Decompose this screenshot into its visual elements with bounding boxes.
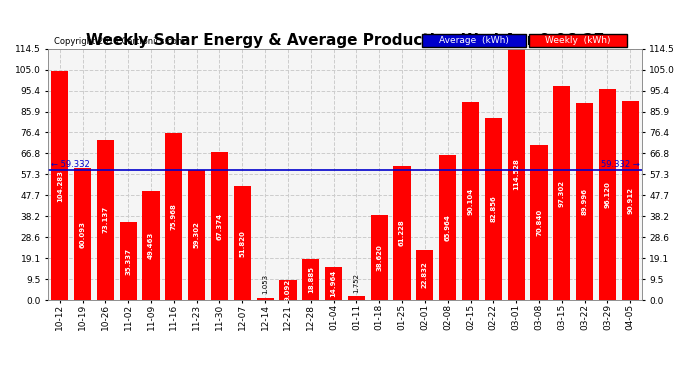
- Bar: [279, 280, 297, 300]
- Text: 1.752: 1.752: [353, 273, 359, 293]
- Bar: [508, 49, 524, 300]
- FancyBboxPatch shape: [529, 34, 627, 48]
- Bar: [188, 170, 205, 300]
- Text: 96.120: 96.120: [604, 181, 611, 208]
- Bar: [439, 155, 456, 300]
- Bar: [622, 100, 639, 300]
- Text: 114.528: 114.528: [513, 158, 519, 190]
- Text: 67.374: 67.374: [217, 213, 222, 240]
- Text: 49.463: 49.463: [148, 232, 154, 260]
- Text: Copyright 2014 Cartronics.com: Copyright 2014 Cartronics.com: [55, 37, 185, 46]
- Bar: [416, 250, 433, 300]
- Bar: [325, 267, 342, 300]
- Text: 9.092: 9.092: [285, 279, 291, 301]
- Bar: [142, 192, 159, 300]
- Text: 59.332 →: 59.332 →: [601, 160, 640, 169]
- Bar: [599, 89, 616, 300]
- Text: 75.968: 75.968: [171, 203, 177, 230]
- Bar: [302, 258, 319, 300]
- Text: Weekly  (kWh): Weekly (kWh): [545, 36, 611, 45]
- Text: 1.053: 1.053: [262, 274, 268, 294]
- Text: 104.283: 104.283: [57, 170, 63, 202]
- Bar: [462, 102, 479, 300]
- Bar: [257, 298, 274, 300]
- Bar: [119, 222, 137, 300]
- Bar: [234, 186, 251, 300]
- Text: 89.996: 89.996: [582, 188, 588, 215]
- Text: Average  (kWh): Average (kWh): [439, 36, 509, 45]
- Text: 38.620: 38.620: [376, 244, 382, 271]
- Text: 97.302: 97.302: [559, 180, 565, 207]
- Text: 60.093: 60.093: [79, 220, 86, 248]
- Bar: [166, 133, 182, 300]
- Bar: [211, 152, 228, 300]
- Text: 65.964: 65.964: [444, 214, 451, 241]
- Text: ← 59.332: ← 59.332: [50, 160, 89, 169]
- Bar: [393, 166, 411, 300]
- Bar: [371, 215, 388, 300]
- Text: 51.820: 51.820: [239, 230, 246, 256]
- Bar: [531, 144, 548, 300]
- Text: 70.840: 70.840: [536, 209, 542, 236]
- Bar: [97, 140, 114, 300]
- Text: 22.832: 22.832: [422, 262, 428, 288]
- Bar: [576, 102, 593, 300]
- Bar: [553, 87, 571, 300]
- FancyBboxPatch shape: [422, 34, 526, 48]
- Text: 59.302: 59.302: [194, 222, 199, 248]
- Text: 90.104: 90.104: [468, 188, 473, 215]
- Bar: [51, 71, 68, 300]
- Bar: [485, 118, 502, 300]
- Text: 18.885: 18.885: [308, 266, 314, 293]
- Title: Weekly Solar Energy & Average Production Wed Apr 9 06:27: Weekly Solar Energy & Average Production…: [86, 33, 604, 48]
- Text: 35.337: 35.337: [125, 248, 131, 275]
- Text: 73.137: 73.137: [102, 206, 108, 233]
- Bar: [348, 296, 365, 300]
- Text: 14.964: 14.964: [331, 270, 337, 297]
- Text: 61.228: 61.228: [399, 219, 405, 246]
- Text: 82.856: 82.856: [491, 196, 496, 222]
- Bar: [74, 168, 91, 300]
- Text: 90.912: 90.912: [627, 187, 633, 214]
